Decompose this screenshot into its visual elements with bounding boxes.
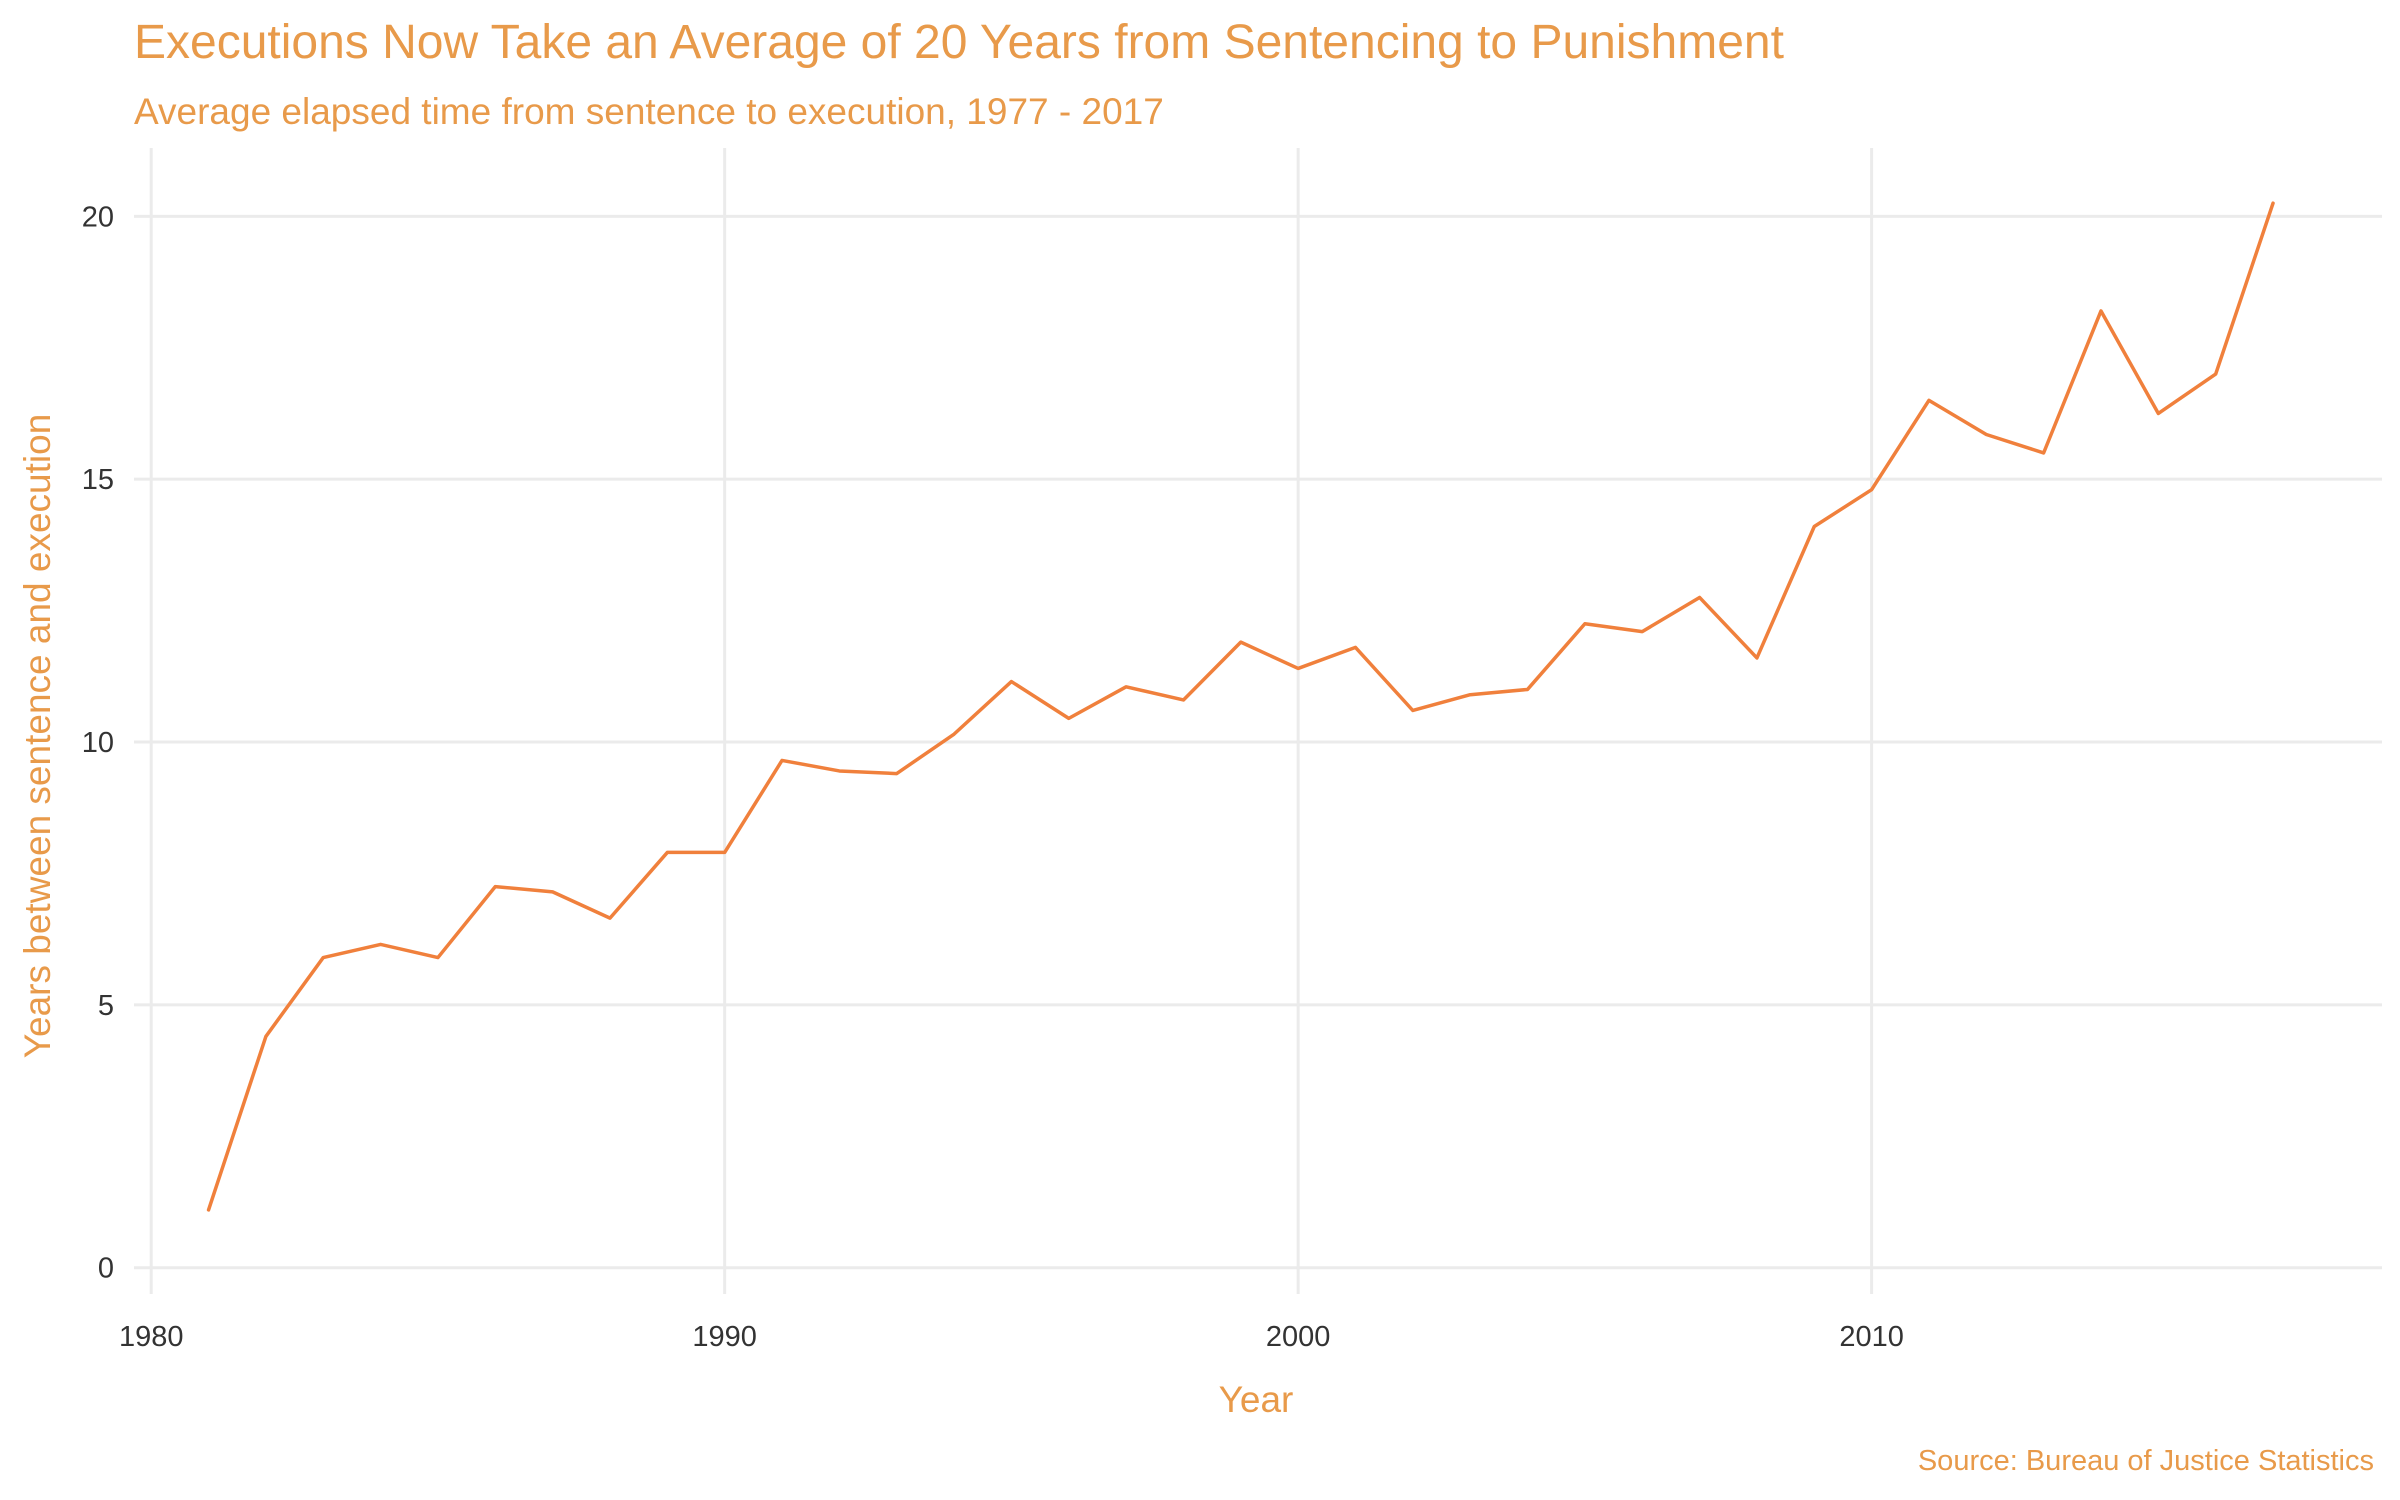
x-axis-title: Year [1219,1379,1294,1420]
y-axis-title: Years between sentence and execution [17,414,58,1059]
y-tick-label: 0 [98,1253,114,1285]
y-tick-label: 20 [82,201,114,233]
x-tick-label: 1980 [119,1321,184,1353]
series-line [206,201,2275,1212]
y-tick-label: 15 [82,464,114,496]
y-tick-label: 10 [82,727,114,759]
chart-subtitle: Average elapsed time from sentence to ex… [134,91,1164,132]
source-caption: Source: Bureau of Justice Statistics [1918,1445,2374,1477]
data-series [206,201,2275,1212]
chart-title: Executions Now Take an Average of 20 Yea… [134,16,1784,69]
gridlines [134,148,2382,1294]
x-tick-label: 1990 [692,1321,757,1353]
tick-labels: 0 5 10 15 20 1980 1990 2000 2010 [82,201,1904,1353]
x-tick-label: 2010 [1839,1321,1904,1353]
y-tick-label: 5 [98,990,114,1022]
x-tick-label: 2000 [1266,1321,1331,1353]
